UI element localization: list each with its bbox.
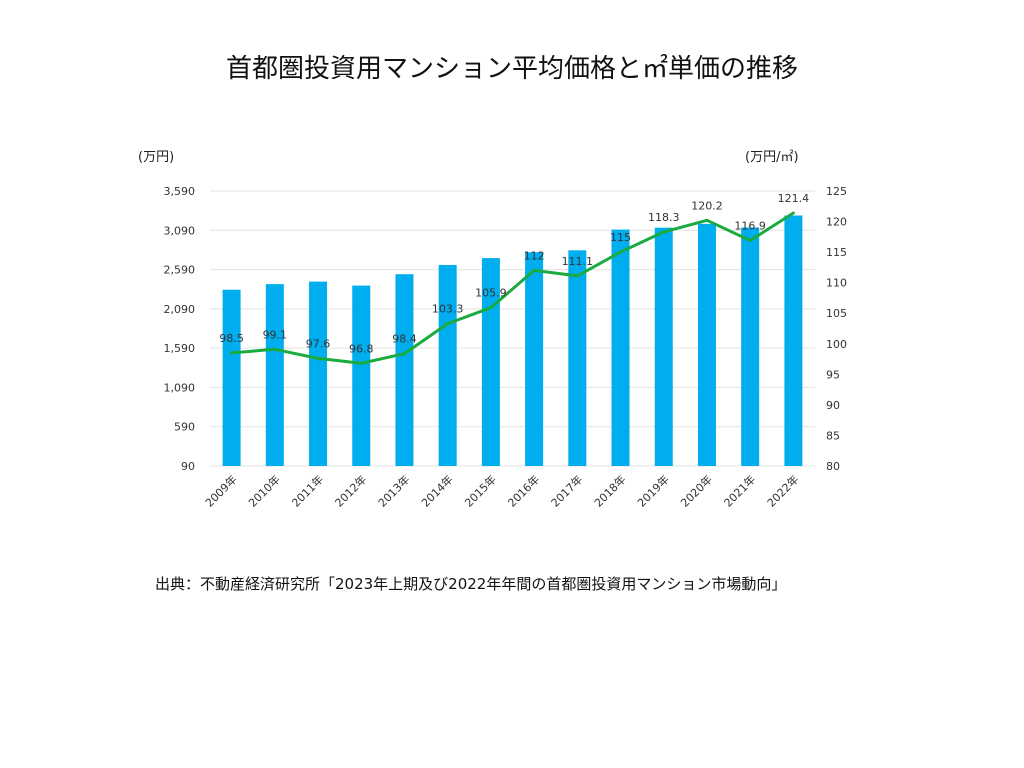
line-point [705, 218, 709, 222]
x-axis-tick: 2017年 [548, 472, 585, 509]
data-label: 111.1 [562, 255, 594, 268]
right-axis-tick: 85 [826, 429, 840, 442]
right-axis-tick: 105 [826, 307, 847, 320]
line-point [359, 361, 363, 365]
data-label: 121.4 [778, 192, 810, 205]
x-axis-tick: 2009年 [202, 472, 239, 509]
line-point [402, 352, 406, 356]
line-point [489, 306, 493, 310]
right-axis-tick: 90 [826, 399, 840, 412]
line-point [273, 347, 277, 351]
bar [438, 264, 457, 466]
data-label: 116.9 [734, 220, 766, 233]
left-axis-tick: 3,090 [164, 224, 196, 237]
line-point [575, 274, 579, 278]
chart-title: 首都圏投資用マンション平均価格と㎡単価の推移 [225, 54, 798, 84]
bar [654, 227, 673, 466]
line-point [619, 250, 623, 254]
x-axis-tick: 2011年 [289, 472, 326, 509]
bar [568, 250, 587, 466]
x-axis-tick: 2016年 [505, 472, 542, 509]
right-axis-tick: 100 [826, 338, 847, 351]
data-label: 96.8 [349, 342, 374, 355]
left-axis-tick: 1,590 [164, 342, 196, 355]
x-axis-tick: 2020年 [678, 472, 715, 509]
data-label: 120.2 [691, 199, 723, 212]
bar [784, 215, 803, 466]
x-axis-tick: 2022年 [764, 472, 801, 509]
x-axis-tick: 2018年 [591, 472, 628, 509]
right-axis-tick: 80 [826, 460, 840, 473]
bar [222, 289, 241, 466]
data-label: 112 [524, 249, 545, 262]
left-axis-unit: (万円) [138, 150, 175, 165]
data-label: 118.3 [648, 211, 680, 224]
line-point [662, 230, 666, 234]
line-point [446, 322, 450, 326]
x-axis-tick: 2019年 [634, 472, 671, 509]
bar [265, 284, 284, 466]
right-axis-tick: 115 [826, 246, 847, 259]
left-axis-tick: 590 [174, 421, 195, 434]
bar [352, 285, 371, 466]
data-label: 105.9 [475, 287, 507, 300]
left-axis-tick: 2,590 [164, 264, 196, 277]
x-axis-tick: 2021年 [721, 472, 758, 509]
x-axis-tick: 2015年 [462, 472, 499, 509]
right-axis-tick: 110 [826, 277, 847, 290]
data-label: 115 [610, 231, 631, 244]
right-axis-tick: 120 [826, 216, 847, 229]
data-label: 98.4 [392, 333, 417, 346]
source-note: 出典：不動産経済研究所「2023年上期及び2022年年間の首都圏投資用マンション… [155, 575, 787, 593]
bar [525, 252, 544, 466]
bar [395, 274, 414, 466]
bar [309, 281, 328, 466]
left-axis-tick: 90 [181, 460, 195, 473]
line-series [231, 211, 795, 365]
line-point [791, 211, 795, 215]
x-axis-tick: 2010年 [245, 472, 282, 509]
bar [611, 229, 630, 466]
x-axis-tick: 2013年 [375, 472, 412, 509]
bar [697, 223, 716, 466]
data-label: 99.1 [263, 328, 288, 341]
data-label: 103.3 [432, 303, 464, 316]
right-axis-tick: 125 [826, 185, 847, 198]
data-label: 98.5 [219, 332, 244, 345]
x-axis-tick: 2012年 [332, 472, 369, 509]
right-axis-tick: 95 [826, 368, 840, 381]
left-axis-tick: 1,090 [164, 381, 196, 394]
x-axis-tick: 2014年 [418, 472, 455, 509]
data-label: 97.6 [306, 337, 331, 350]
line-point [748, 239, 752, 242]
line-point [532, 268, 536, 272]
line-point [230, 351, 234, 355]
combo-chart: 98.5 99.1 97.6 96.8 98.4 103.3 105.9 112 111.1 11… [164, 185, 848, 510]
line-point [316, 356, 320, 360]
left-axis-tick: 2,090 [164, 303, 196, 316]
bar [741, 227, 760, 466]
left-axis-tick: 3,590 [164, 185, 196, 198]
right-axis-unit: (万円/㎡) [745, 150, 799, 165]
